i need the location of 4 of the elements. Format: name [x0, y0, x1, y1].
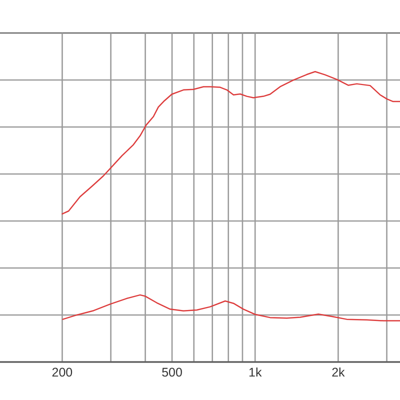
- x-tick-label: 2k: [332, 365, 346, 380]
- x-tick-label: 1k: [248, 365, 262, 380]
- x-tick-label: 200: [52, 365, 73, 380]
- x-tick-label: 500: [162, 365, 183, 380]
